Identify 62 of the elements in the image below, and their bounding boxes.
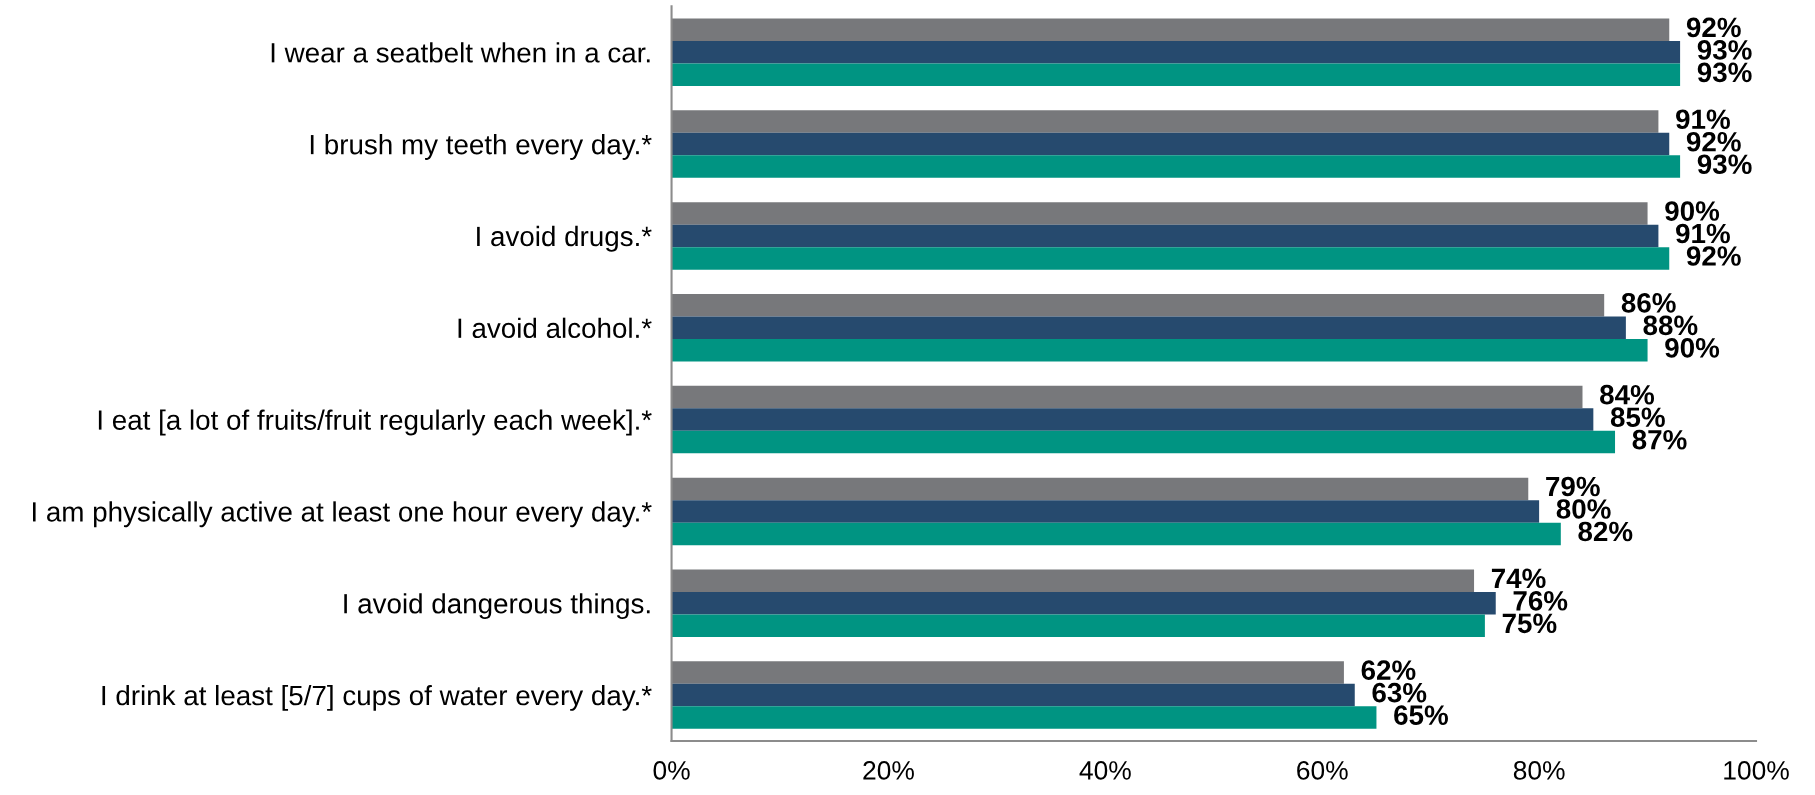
data-label: 85% [1610, 407, 1665, 428]
data-label: 90% [1665, 201, 1720, 221]
y-tick-label: I brush my teeth every day.* [310, 134, 652, 160]
data-label: 91% [1676, 109, 1730, 130]
data-label: 93% [1697, 62, 1752, 83]
data-label: 75% [1502, 613, 1557, 634]
y-tick-label: I eat [a lot of fruits/fruit regularly each week].* [98, 409, 652, 436]
x-tick-label: 60% [1297, 761, 1348, 780]
x-tick-label: 20% [863, 761, 914, 780]
data-label: 86% [1621, 293, 1676, 313]
bar [671, 683, 1355, 707]
bar [671, 110, 1659, 133]
y-tick-label: I am physically active at least one hour every day.* [32, 501, 652, 528]
bar [671, 63, 1681, 87]
bar [671, 338, 1648, 362]
data-label: 82% [1578, 521, 1633, 542]
bar [671, 18, 1670, 42]
data-label: 88% [1643, 315, 1698, 336]
bar [671, 385, 1583, 409]
data-label: 92% [1686, 17, 1741, 38]
data-label: 87% [1632, 429, 1687, 450]
bar [671, 408, 1594, 431]
x-tick-label: 0% [653, 761, 690, 780]
data-label: 74% [1491, 568, 1546, 589]
bar [671, 132, 1670, 156]
bar [671, 477, 1529, 501]
data-label: 65% [1394, 705, 1448, 725]
bar [671, 614, 1485, 637]
bar [671, 500, 1540, 523]
data-label: 90% [1665, 338, 1720, 358]
bar [671, 247, 1670, 270]
y-tick-label: I avoid alcohol.* [458, 317, 652, 339]
bar [671, 293, 1605, 317]
bar [671, 706, 1377, 729]
bar [671, 569, 1475, 592]
y-tick-label: I avoid dangerous things. [344, 593, 650, 620]
y-tick-label: I wear a seatbelt when in a car. [271, 42, 650, 63]
data-label: 63% [1372, 682, 1427, 703]
data-label: 91% [1676, 223, 1730, 244]
bar [671, 155, 1681, 178]
bar [671, 41, 1681, 64]
bar [671, 430, 1616, 454]
y-tick-label: I avoid drugs.* [477, 225, 652, 252]
bar [671, 661, 1344, 684]
data-label: 84% [1600, 384, 1655, 405]
y-tick-label: I drink at least [5/7] cups of water every day.* [102, 684, 652, 711]
data-label: 92% [1686, 131, 1741, 152]
bar [671, 316, 1626, 339]
x-tick-label: 80% [1513, 761, 1565, 780]
x-tick-label: 100% [1724, 761, 1789, 780]
bar [671, 202, 1648, 225]
data-label: 62% [1361, 660, 1416, 680]
bar [671, 591, 1496, 615]
data-label: 92% [1686, 246, 1741, 266]
data-label: 93% [1697, 154, 1752, 175]
data-label: 80% [1556, 499, 1611, 519]
data-label: 76% [1513, 590, 1568, 611]
bar [671, 224, 1659, 248]
data-label: 93% [1697, 40, 1752, 60]
bar [671, 522, 1561, 546]
x-tick-label: 40% [1079, 761, 1131, 780]
data-label: 79% [1546, 476, 1600, 497]
